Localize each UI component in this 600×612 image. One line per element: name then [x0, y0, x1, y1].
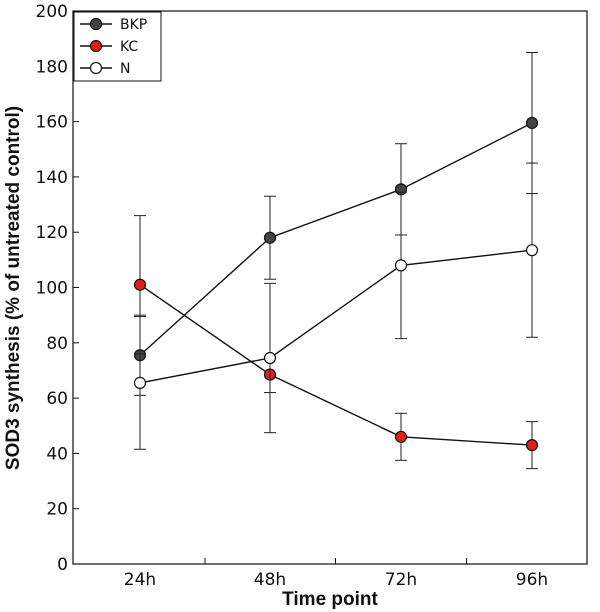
legend-marker	[89, 39, 103, 53]
legend-label: BKP	[120, 17, 147, 33]
series-bkp	[133, 51, 539, 396]
y-tick-label: 0	[57, 555, 68, 575]
y-tick-label: 120	[36, 223, 68, 243]
data-point	[133, 278, 147, 291]
y-tick-label: 180	[36, 57, 68, 77]
y-tick-label: 20	[46, 500, 68, 520]
series-kc	[133, 215, 539, 470]
data-point	[263, 231, 277, 244]
y-axis-title: SOD3 synthesis (% of untreated control)	[3, 106, 24, 470]
data-point	[263, 351, 277, 365]
series-line	[139, 122, 533, 356]
y-tick-label: 60	[46, 389, 68, 409]
data-point	[133, 376, 147, 389]
x-tick-label: 96h	[516, 570, 548, 590]
series-layer	[133, 51, 539, 470]
x-axis: 24h 48h 72h 96h	[124, 558, 548, 590]
series-n	[133, 162, 539, 450]
legend: BKP KC N	[73, 11, 162, 82]
series-line	[139, 284, 533, 446]
y-tick-label: 40	[46, 444, 68, 464]
legend-label: KC	[120, 39, 138, 55]
x-axis-title: Time point	[282, 589, 378, 610]
x-tick-label: 48h	[254, 570, 286, 590]
data-point	[394, 259, 408, 272]
series-line	[139, 249, 533, 384]
legend-marker	[89, 17, 103, 31]
y-tick-label: 100	[36, 279, 68, 299]
y-tick-label: 160	[36, 113, 68, 133]
data-point	[525, 244, 539, 257]
data-point	[525, 439, 539, 452]
data-point	[394, 430, 408, 443]
plot-area-frame	[72, 10, 588, 565]
legend-label: N	[120, 61, 130, 77]
x-tick-label: 24h	[124, 570, 156, 590]
x-tick-label: 72h	[385, 570, 417, 590]
legend-marker	[89, 61, 103, 75]
y-tick-label: 140	[36, 168, 68, 188]
y-tick-label: 200	[36, 2, 68, 22]
data-point	[525, 116, 539, 130]
y-tick-label: 80	[46, 334, 68, 354]
